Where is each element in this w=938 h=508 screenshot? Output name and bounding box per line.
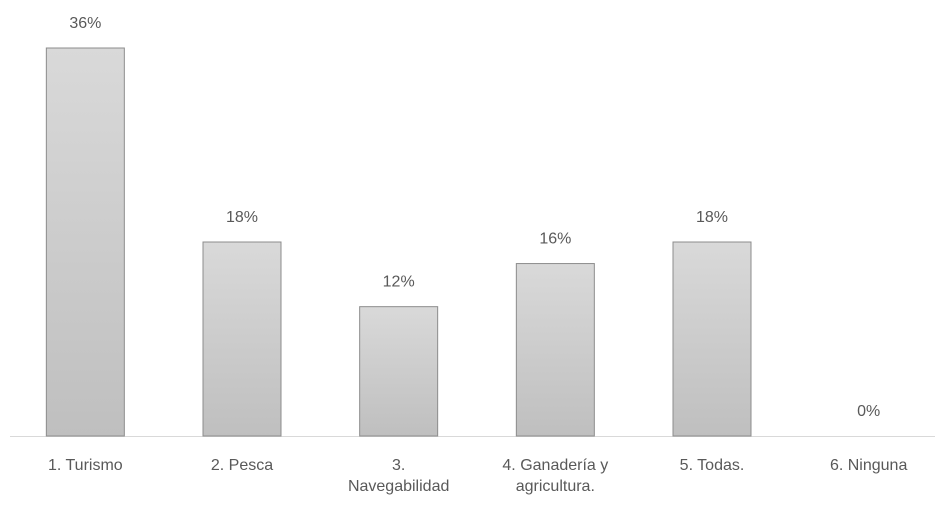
bar bbox=[515, 263, 595, 437]
category-label: 2. Pesca bbox=[210, 457, 274, 474]
bar bbox=[672, 241, 752, 437]
value-label: 18% bbox=[226, 209, 258, 226]
value-label: 36% bbox=[69, 15, 101, 32]
category-label: 6. Ninguna bbox=[829, 457, 908, 474]
category-label: 4. Ganadería y agricultura. bbox=[502, 457, 609, 495]
bar bbox=[45, 47, 125, 437]
category-label: 1. Turismo bbox=[47, 457, 123, 474]
category-label: 5. Todas. bbox=[679, 457, 745, 474]
value-label: 18% bbox=[696, 209, 728, 226]
value-label: 0% bbox=[857, 403, 880, 420]
value-label: 16% bbox=[539, 231, 571, 248]
bar bbox=[202, 241, 282, 437]
bar bbox=[359, 306, 439, 437]
value-label: 12% bbox=[383, 274, 415, 291]
category-label: 3. Navegabilidad bbox=[347, 457, 450, 495]
